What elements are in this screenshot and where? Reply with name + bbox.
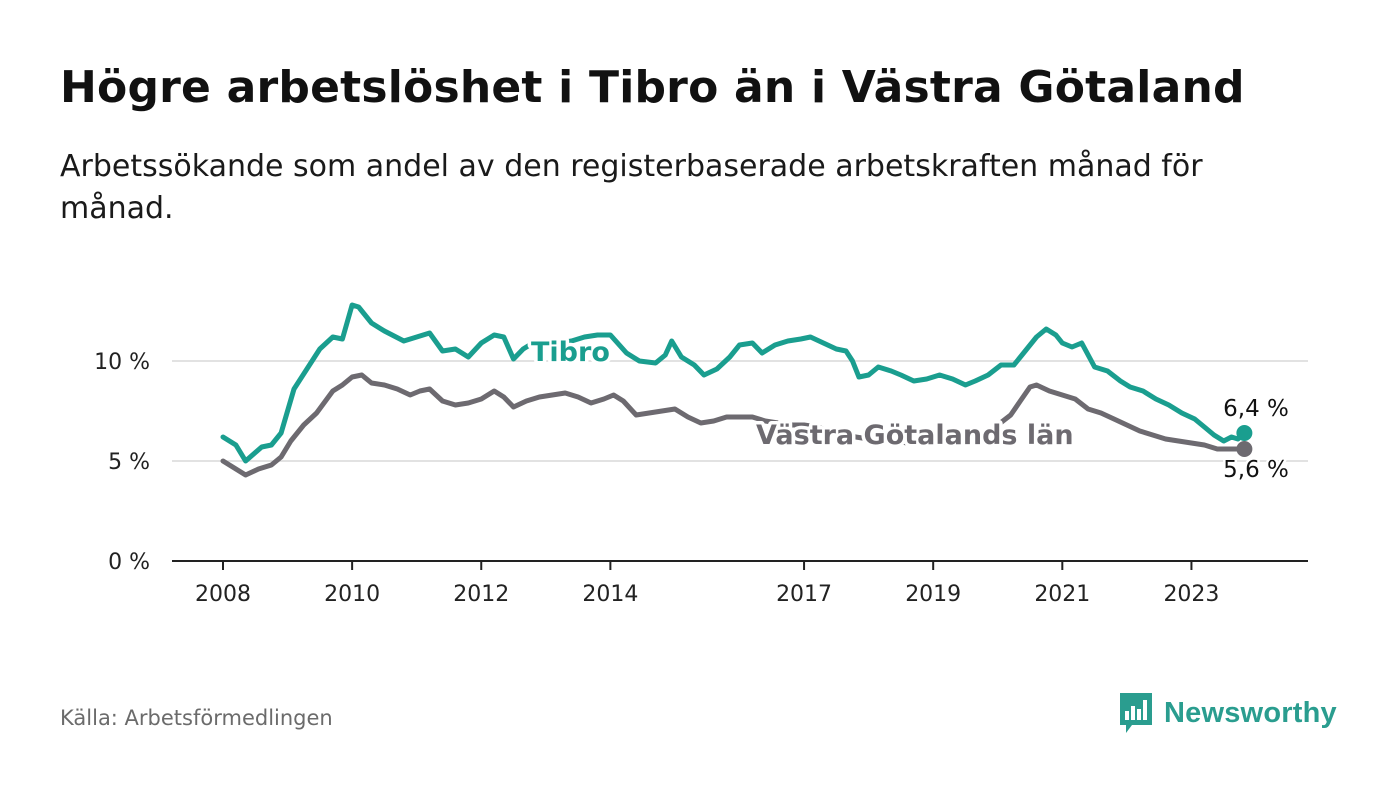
series-lines — [220, 302, 1253, 478]
end-point-tibro — [1236, 425, 1253, 441]
source-note: Källa: Arbetsförmedlingen — [60, 706, 333, 730]
x-axis: 2008 2010 2012 2014 2017 2019 2021 2023 — [172, 560, 1308, 607]
x-tick-label: 2023 — [1163, 582, 1219, 607]
x-tick-label: 2021 — [1034, 582, 1090, 607]
x-tick-label: 2010 — [324, 582, 380, 607]
newsworthy-logo-icon — [1120, 693, 1152, 733]
end-label-tibro: 6,4 % — [1223, 396, 1289, 422]
x-tick-label: 2008 — [195, 582, 251, 607]
x-tick-label: 2014 — [582, 582, 638, 607]
series-labels: Tibro Västra Götalands län 6,4 % 5,6 % — [528, 334, 1292, 486]
gridlines — [172, 360, 1308, 462]
brand-logo[interactable]: Newsworthy — [1118, 690, 1337, 736]
end-label-vastra-gotaland: 5,6 % — [1223, 457, 1289, 483]
chart-title: Högre arbetslöshet i Tibro än i Västra G… — [60, 62, 1245, 113]
series-name-tibro: Tibro — [531, 337, 610, 368]
x-tick-label: 2017 — [776, 582, 832, 607]
brand-name: Newsworthy — [1164, 696, 1337, 729]
series-line-vastra-gotaland — [220, 372, 1247, 478]
y-tick-label: 10 % — [94, 350, 150, 375]
y-tick-label: 0 % — [108, 550, 150, 575]
x-tick-label: 2019 — [905, 582, 961, 607]
y-tick-label: 5 % — [108, 450, 150, 475]
end-point-vastra-gotaland — [1236, 441, 1253, 457]
chart-subtitle: Arbetssökande som andel av den registerb… — [60, 149, 1203, 226]
series-line-tibro — [220, 302, 1247, 464]
x-tick-label: 2012 — [453, 582, 509, 607]
y-axis-labels: 0 % 5 % 10 % — [94, 350, 150, 575]
series-name-vastra-gotaland: Västra Götalands län — [756, 420, 1074, 451]
